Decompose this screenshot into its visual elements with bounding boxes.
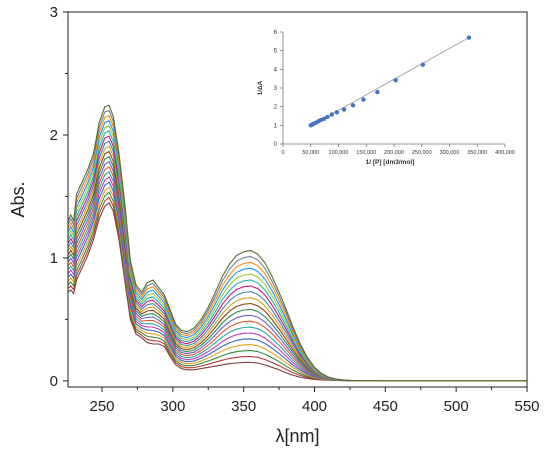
inset-data-point [466,35,472,40]
inset-data-point [420,62,426,67]
main-plot-frame [67,11,528,388]
inset-x-axis-label: 1/ [P] [dm3/mol] [366,159,415,166]
y-tick-label: 0 [50,373,58,390]
inset-y-tick-label: 5 [274,49,278,55]
x-tick-label: 400 [302,398,327,415]
x-tick-label: 250 [89,398,114,415]
x-tick-label: 550 [514,398,539,415]
inset-data-point [361,97,366,102]
inset-data-point [329,112,335,117]
inset-y-tick-label: 4 [274,67,278,73]
x-tick-label: 300 [160,398,185,415]
y-tick-label: 3 [50,4,58,21]
inset-data-point [393,77,398,83]
inset-data-point [341,107,347,112]
inset-x-tick-label: 150,000 [356,150,376,156]
inset-x-tick-label: 250,000 [412,150,432,156]
x-tick-label: 450 [373,398,398,415]
inset-data-point [321,116,327,122]
y-tick-label: 1 [50,250,58,267]
inset-x-tick-label: 50,000 [302,150,319,156]
x-axis-label: λ[nm] [275,426,319,446]
inset-x-tick-label: 350,000 [467,150,487,156]
inset-plot: 0 50,000 100,000 150,000 200,000 250,000 300,0… [257,30,515,166]
inset-y-tick-label: 0 [274,142,278,148]
inset-data-point [350,103,356,108]
inset-x-tick-label: 400,000 [495,150,515,156]
inset-data-point [325,114,330,120]
inset-x-tick-label: 200,000 [384,150,404,156]
x-tick-label: 500 [444,398,469,415]
inset-y-tick-label: 6 [274,30,278,36]
inset-y-tick-label: 3 [274,86,278,92]
y-axis-label: Abs. [8,181,28,217]
inset-y-tick-label: 1 [274,123,278,129]
inset-y-tick-label: 2 [274,105,278,111]
spectrum-line-20 [67,104,527,382]
inset-y-axis-label: 1/ΔA [257,80,264,95]
inset-data-point [318,117,323,123]
x-tick-label: 350 [231,398,256,415]
y-tick-label: 2 [50,127,58,144]
inset-x-tick-label: 100,000 [329,150,349,156]
inset-data-point [375,89,380,95]
inset-x-tick-label: 0 [281,150,284,156]
inset-data-point [334,110,340,115]
inset-x-tick-label: 300,000 [440,150,460,156]
